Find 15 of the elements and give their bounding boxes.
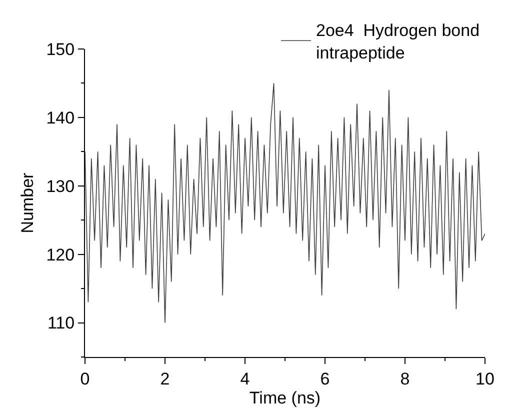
- x-tick-label: 0: [80, 369, 90, 388]
- y-tick-label: 140: [46, 108, 75, 128]
- line-series: [85, 82, 485, 324]
- y-tick-label: 110: [47, 314, 75, 333]
- x-tick-label: 8: [400, 369, 410, 388]
- x-tick-label: 6: [320, 369, 330, 388]
- y-tick-label: 120: [46, 245, 75, 264]
- x-tick-label: 10: [476, 369, 494, 388]
- legend-label: 2oe4 Hydrogen bond intrapeptide: [316, 21, 480, 62]
- x-axis-title: Time (ns): [249, 388, 321, 408]
- x-tick-label: 4: [240, 369, 250, 388]
- y-tick-label: 130: [46, 176, 75, 196]
- y-axis-title: Number: [18, 172, 37, 234]
- y-tick-label: 150: [46, 40, 75, 59]
- x-tick-label: 2: [160, 369, 170, 388]
